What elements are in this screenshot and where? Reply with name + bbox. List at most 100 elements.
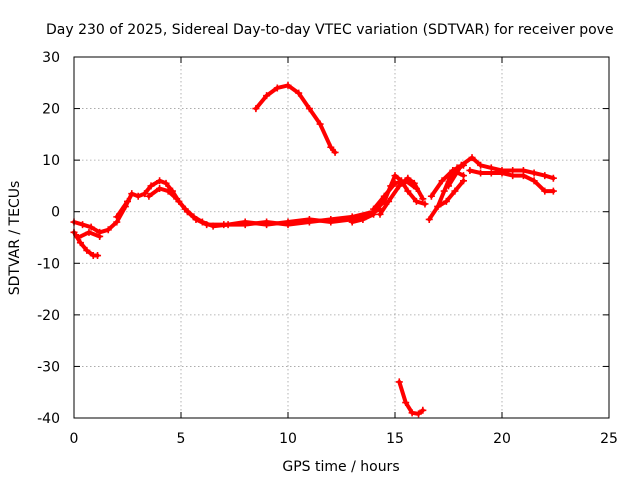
data-point (141, 190, 149, 198)
data-point (76, 239, 84, 247)
x-tick-label: 20 (493, 431, 511, 447)
data-point (468, 154, 476, 162)
series-track-i (348, 210, 378, 226)
data-point (164, 187, 172, 195)
data-point (412, 197, 420, 205)
data-point (359, 215, 367, 223)
data-point (385, 197, 393, 205)
series-track-f (252, 81, 339, 156)
data-point (327, 143, 335, 151)
data-point (156, 185, 164, 193)
data-point (376, 210, 384, 218)
data-point (440, 187, 448, 195)
data-point (96, 232, 104, 240)
data-point (530, 169, 538, 177)
data-point (124, 197, 131, 205)
data-point (305, 215, 313, 223)
data-point (395, 378, 403, 386)
x-tick-label: 10 (279, 431, 297, 447)
data-point (498, 169, 506, 177)
y-tick-label: 30 (42, 50, 60, 66)
data-point (402, 177, 410, 185)
data-point (541, 187, 549, 195)
grid (74, 57, 609, 418)
data-point (404, 187, 412, 195)
chart-title: Day 230 of 2025, Sidereal Day-to-day VTE… (46, 22, 614, 38)
data-point (83, 246, 91, 254)
data-point (509, 172, 517, 180)
axis-ticks: 0 5 10 15 20 25 -40 -30 -20 -10 0 10 20 30 (37, 50, 618, 447)
data-point (541, 172, 549, 180)
data-point (263, 92, 271, 100)
data-point (128, 190, 136, 198)
data-point (104, 226, 112, 234)
data-point (419, 195, 427, 203)
series-track-m (434, 177, 467, 211)
data-point (449, 166, 457, 174)
data-point (380, 192, 388, 200)
data-point (549, 187, 557, 195)
data-point (331, 148, 339, 156)
data-point (263, 221, 271, 229)
data-point (113, 213, 121, 221)
series-line (114, 199, 130, 219)
data-point (408, 409, 416, 417)
series-line (435, 178, 466, 209)
series-layer (70, 81, 557, 418)
x-tick-label: 15 (386, 431, 404, 447)
series-track-o (466, 166, 557, 195)
y-tick-label: 10 (42, 153, 60, 169)
data-point (419, 406, 427, 414)
data-point (391, 179, 399, 187)
data-point (530, 177, 538, 185)
y-tick-label: -30 (37, 359, 60, 375)
data-point (415, 410, 423, 418)
plot-frame (73, 56, 610, 419)
data-point (412, 185, 420, 193)
data-point (445, 182, 452, 190)
data-point (190, 213, 198, 221)
data-point (284, 218, 292, 226)
series-line (397, 379, 425, 416)
data-point (94, 252, 102, 260)
data-point (252, 105, 260, 113)
series-track-e (113, 197, 131, 221)
x-tick-label: 0 (70, 431, 79, 447)
y-tick-label: 0 (51, 205, 60, 221)
x-tick-label: 25 (600, 431, 618, 447)
data-point (459, 177, 467, 185)
data-point (438, 177, 446, 185)
data-point (327, 218, 335, 226)
data-point (224, 221, 232, 229)
y-axis-label: SDTVAR / TECUs (7, 181, 23, 296)
data-point (348, 218, 356, 226)
data-point (145, 192, 153, 200)
data-point (442, 197, 450, 205)
data-point (549, 174, 557, 182)
data-point (305, 105, 313, 113)
data-point (198, 218, 206, 226)
y-tick-label: -10 (37, 256, 60, 272)
data-point (209, 222, 217, 230)
data-point (434, 203, 442, 211)
x-tick-label: 5 (177, 431, 186, 447)
data-point (181, 205, 189, 213)
data-point (316, 120, 324, 128)
data-point (241, 218, 249, 226)
data-point (427, 192, 435, 200)
data-point (451, 187, 459, 195)
y-tick-label: -20 (37, 308, 60, 324)
data-point (519, 172, 527, 180)
data-point (421, 200, 429, 208)
data-point (74, 234, 82, 241)
series-track-d (74, 228, 104, 241)
series-track-j (395, 378, 427, 418)
x-axis-label: GPS time / hours (282, 459, 399, 475)
series-track-b (145, 185, 384, 230)
data-point (173, 195, 181, 203)
data-point (457, 161, 465, 169)
data-point (370, 210, 378, 218)
data-point (402, 399, 410, 407)
y-tick-label: -40 (37, 411, 60, 427)
